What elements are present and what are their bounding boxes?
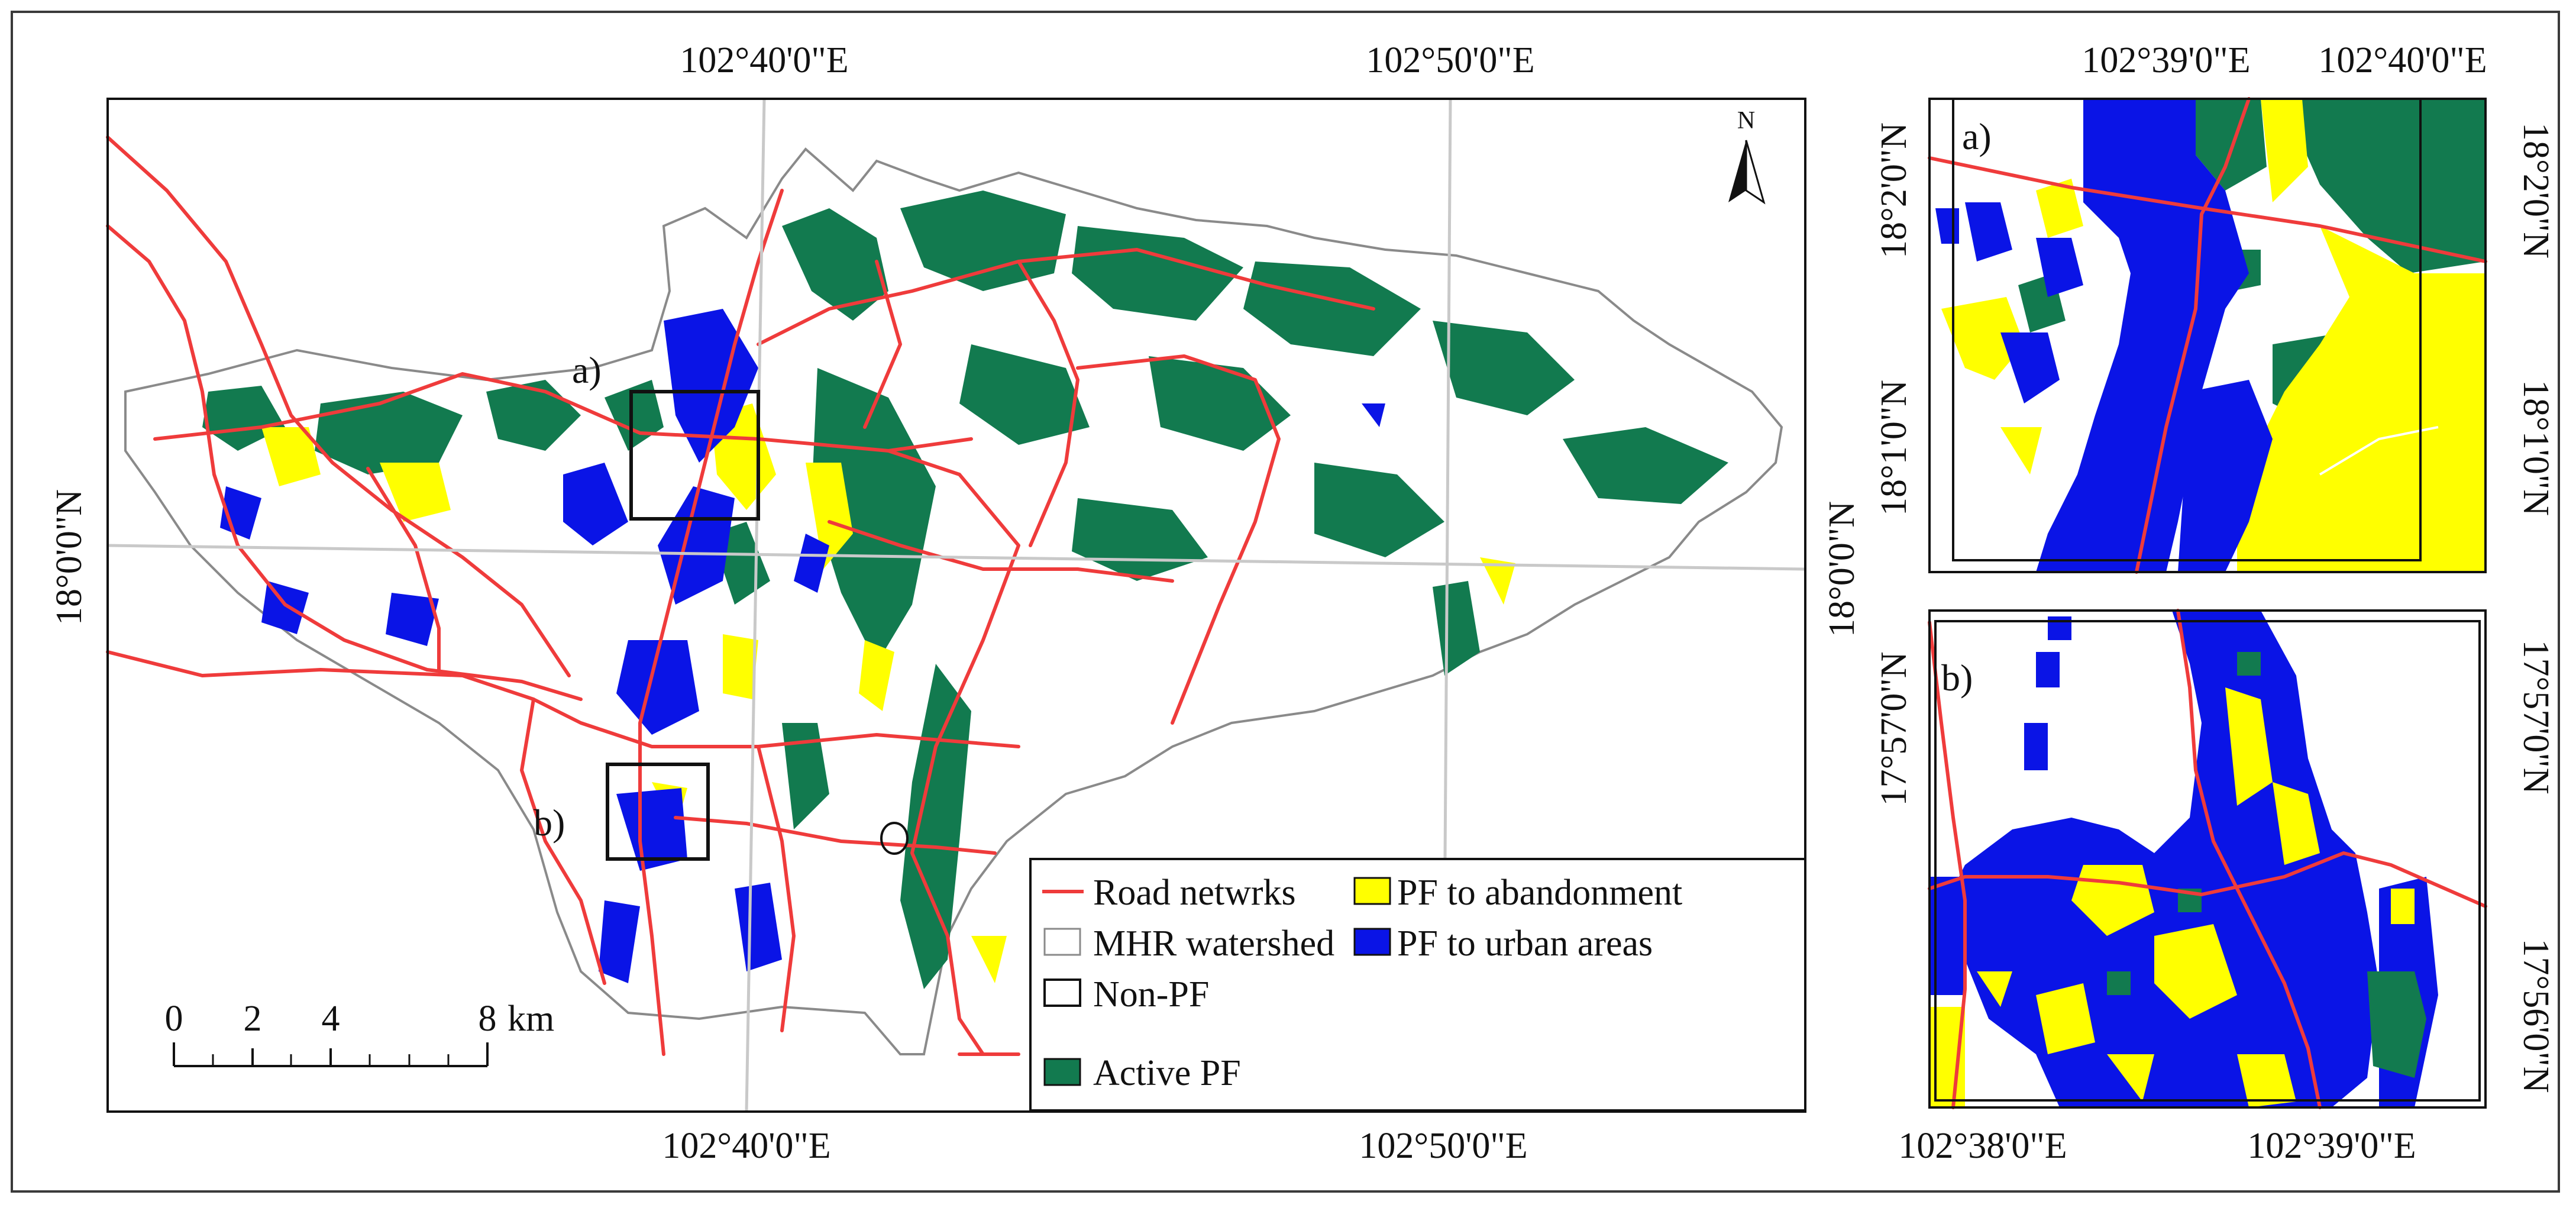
inset-a-lat-right-2: 18°1'0"N	[2516, 380, 2556, 516]
legend-road-label: Road netwrks	[1093, 873, 1296, 913]
inset-b-border	[1928, 609, 2487, 1109]
legend-nonpf-symbol	[1043, 979, 1081, 1007]
legend-abandonment-symbol	[1353, 877, 1391, 905]
inset-a-urban	[1935, 99, 2273, 572]
inset-b-label: b)	[534, 802, 565, 844]
legend-nonpf-label: Non-PF	[1093, 974, 1209, 1015]
inset-a-lon-top-1: 102°39'0"E	[2082, 40, 2250, 80]
scale-tick-2: 2	[244, 999, 262, 1039]
map-circle-marker	[880, 822, 909, 855]
legend-abandonment-label: PF to abandonment	[1397, 873, 1682, 913]
legend-active-symbol	[1043, 1058, 1081, 1086]
inset-b-lon-bottom-1: 102°38'0"E	[1898, 1126, 2067, 1166]
main-map-border	[106, 98, 1806, 1113]
legend: Road netwrks PF to abandonment MHR water…	[1029, 858, 1806, 1112]
scale-bar: 0 2 4 8 km	[165, 999, 554, 1067]
inset-a-border	[1928, 98, 2487, 573]
legend-watershed-label: MHR watershed	[1093, 923, 1334, 964]
legend-urban-label: PF to urban areas	[1397, 923, 1653, 964]
inset-a-label: a)	[572, 349, 602, 391]
legend-box	[1029, 858, 1806, 1112]
inset-b-active-pf	[2107, 652, 2426, 1078]
inset-a-lon-top-2: 102°40'0"E	[2318, 40, 2487, 80]
figure-frame: a) b) N 0 2 4 8 km	[11, 11, 2560, 1193]
inset-b-lat-left-1: 17°57'0"N	[1874, 651, 1914, 806]
figure-canvas: a) b) N 0 2 4 8 km	[49, 40, 2556, 1166]
scale-tick-4: 4	[322, 999, 340, 1039]
main-map: a) b) N 0 2 4 8 km	[49, 40, 1862, 1166]
scale-tick-8: 8	[479, 999, 497, 1039]
inset-a-abandonment	[1941, 99, 2485, 572]
main-lat-left: 18°0'0"N	[49, 489, 89, 625]
inset-a-roads	[1928, 97, 2487, 574]
scale-unit: km	[508, 999, 554, 1039]
main-lon-top-1: 102°40'0"E	[680, 40, 848, 80]
inset-a-lat-right-1: 18°2'0"N	[2516, 122, 2556, 259]
main-lon-bottom-1: 102°40'0"E	[662, 1126, 830, 1166]
scale-tick-0: 0	[165, 999, 183, 1039]
inset-a-lat-left-1: 18°2'0"N	[1874, 122, 1914, 259]
legend-watershed-symbol	[1043, 928, 1081, 956]
legend-active-label: Active PF	[1093, 1053, 1241, 1093]
road-network	[106, 135, 1375, 1056]
inset-b-lat-right-1: 17°57'0"N	[2516, 640, 2556, 794]
inset-a-lat-left-2: 18°1'0"N	[1874, 380, 1914, 516]
inset-b-lat-right-2: 17°56'0"N	[2516, 938, 2556, 1093]
inset-b-inner-frame	[1934, 620, 2481, 1102]
main-lon-top-2: 102°50'0"E	[1366, 40, 1534, 80]
inset-b-lon-bottom-2: 102°39'0"E	[2247, 1126, 2416, 1166]
main-lat-right: 18°0'0"N	[1822, 501, 1862, 637]
inset-b-extent-box	[606, 763, 710, 861]
legend-urban-symbol	[1353, 928, 1391, 956]
inset-b-abandonment	[1929, 687, 2415, 1107]
north-arrow-icon: N	[1728, 107, 1766, 205]
inset-b: b) 102°38'0"E 102°39'0"E 17°57'0"N 17°57…	[1874, 609, 2556, 1166]
inset-a: a) 102°39'0"E 102°40'0"E 18°2'0"N 18°1'0…	[1874, 40, 2556, 574]
inset-b-roads	[1928, 609, 2487, 1109]
inset-b-panel-label: b)	[1941, 657, 1973, 699]
inset-a-extent-box	[629, 390, 760, 521]
main-lon-bottom-2: 102°50'0"E	[1359, 1126, 1527, 1166]
inset-a-panel-label: a)	[1962, 115, 1992, 157]
north-arrow-label: N	[1737, 107, 1755, 134]
